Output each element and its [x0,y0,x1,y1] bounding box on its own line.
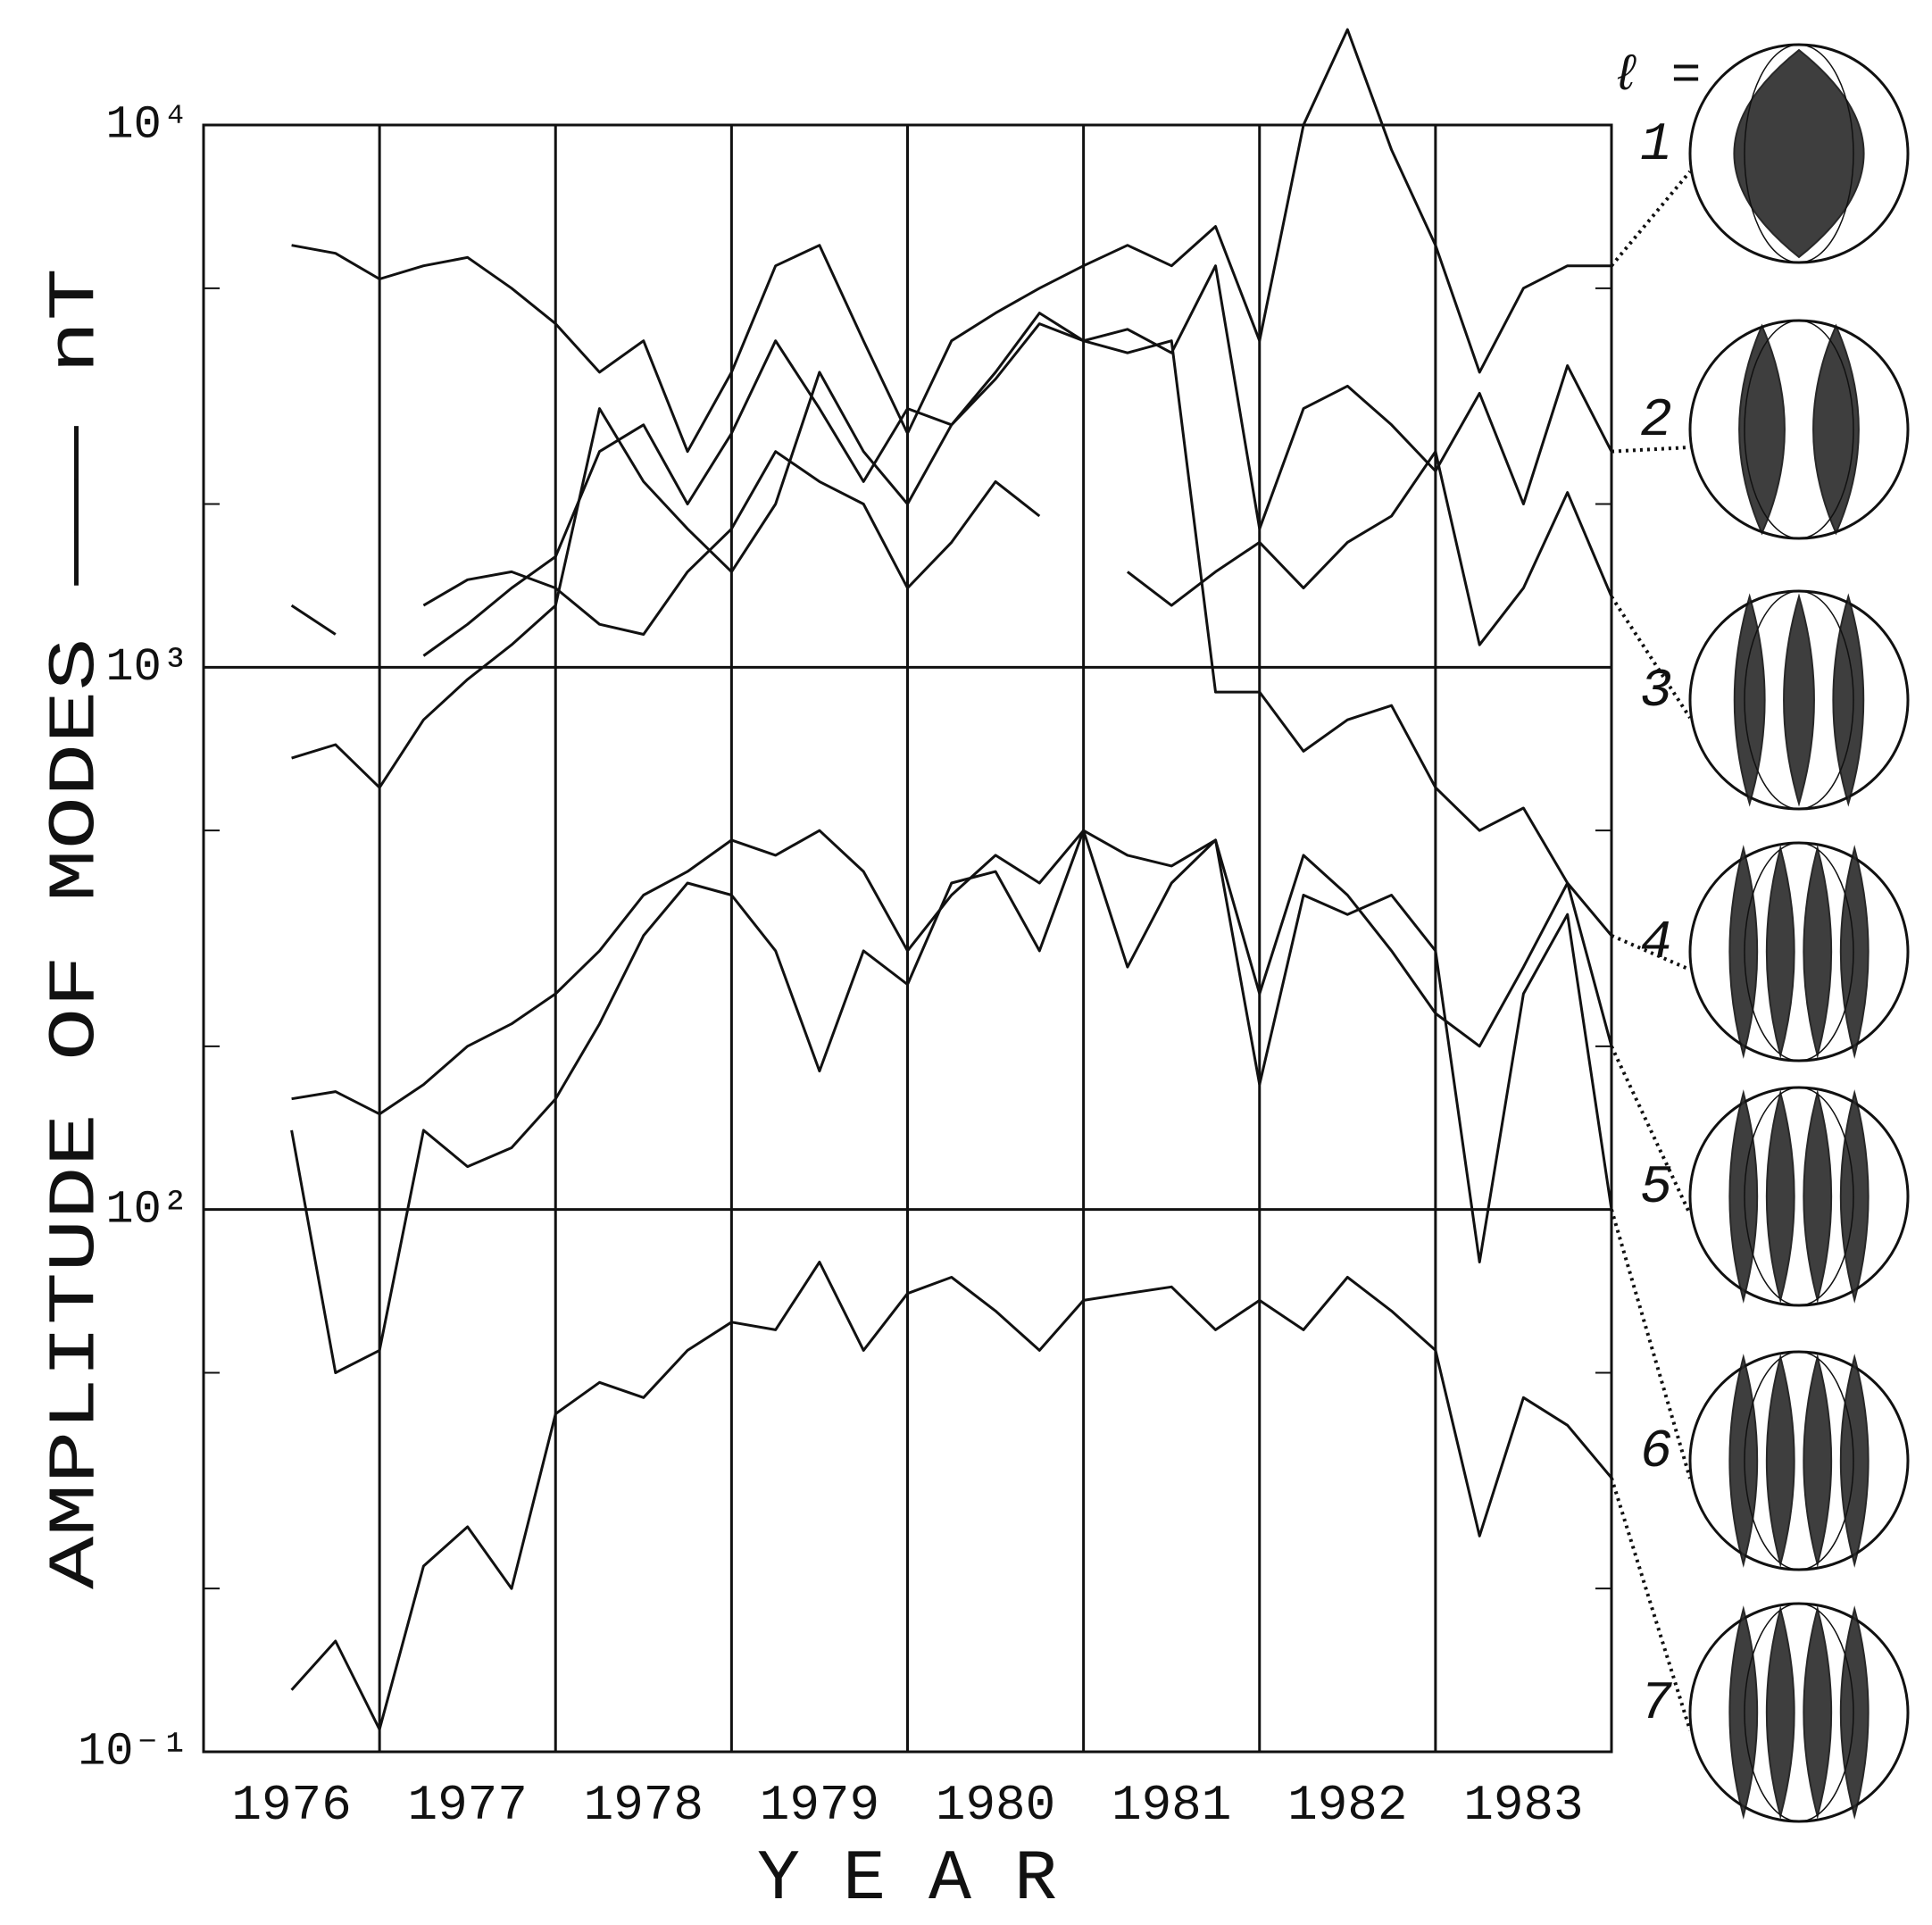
series-line [291,322,1613,937]
x-axis-label: Y E A R [757,1839,1057,1921]
sphere-lobe [1783,593,1815,807]
x-tick-label: 1979 [760,1777,879,1834]
sphere [1688,1602,1910,1823]
sphere-meridian [1744,44,1854,263]
legend-connector [1610,170,1692,267]
x-tick-label: 1980 [936,1777,1055,1834]
legend-label: 6 [1640,1422,1672,1483]
legend-connector [1611,446,1691,454]
legend-title: ℓ = [1611,47,1702,104]
series-line [291,28,1611,454]
sphere-lobe [1803,1354,1833,1568]
sphere [1688,1086,1910,1307]
sphere-lobe [1765,1089,1795,1304]
series-line [290,1261,1613,1731]
legend-connector [1610,596,1692,720]
sphere-lobe [1765,1354,1795,1568]
sphere-lobe [1733,593,1766,807]
y-tick-label: 10⁴ [105,99,189,152]
sphere-icons [1688,43,1910,1823]
sphere-meridian [1744,320,1854,539]
x-tick-label: 1976 [231,1777,351,1834]
legend-label: 7 [1640,1674,1672,1735]
y-tick-label: 10² [105,1183,189,1236]
sphere-meridian [1744,1351,1854,1571]
sphere-lobe [1765,1605,1795,1820]
sphere-lobe [1733,48,1865,259]
sphere-lobe [1765,845,1795,1059]
legend-label: 1 [1640,115,1672,176]
series-line [422,264,1613,657]
sphere [1688,841,1910,1062]
x-tick-label: 1978 [584,1777,704,1834]
y-axis-label: AMPLITUDE OF MODES ——— nT [39,268,114,1589]
legend-connector [1610,1477,1692,1731]
series-line [291,829,1613,1116]
legend-label: 5 [1640,1158,1672,1219]
legend-connector [1610,1045,1692,1215]
sphere-meridian [1744,1087,1854,1306]
x-tick-label: 1981 [1112,1777,1231,1834]
sphere-lobe [1803,845,1833,1059]
sphere-lobe [1803,1605,1833,1820]
series-line [290,450,1613,646]
legend-label: 4 [1640,913,1672,974]
x-tick-label: 1982 [1287,1777,1407,1834]
sphere-lobe [1832,593,1865,807]
legend-label: 3 [1640,662,1672,722]
sphere [1688,1350,1910,1571]
x-tick-label: 1983 [1463,1777,1583,1834]
sphere-meridian [1744,842,1854,1062]
sphere-meridian [1744,590,1854,810]
legend-label: 2 [1640,391,1672,452]
y-tick-label: 10³ [105,641,189,694]
y-tick-label: 10⁻¹ [78,1726,189,1779]
sphere-lobe [1803,1089,1833,1304]
series-line [290,829,1613,1374]
sphere-meridian [1744,1603,1854,1822]
x-tick-label: 1977 [407,1777,527,1834]
sphere [1688,319,1910,540]
